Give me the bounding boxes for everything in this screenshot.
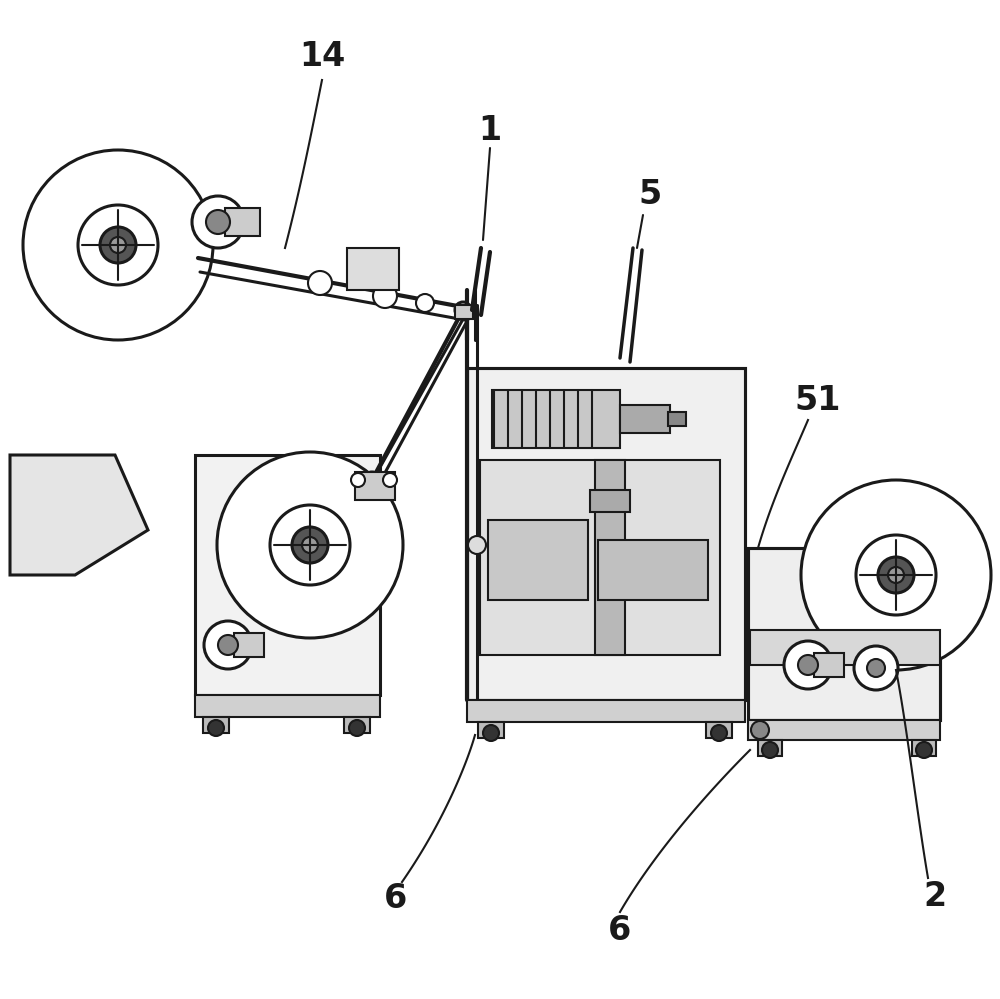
Circle shape bbox=[711, 725, 727, 741]
Bar bbox=[467, 368, 745, 700]
Circle shape bbox=[483, 725, 499, 741]
Bar bbox=[668, 412, 686, 426]
Circle shape bbox=[23, 150, 213, 340]
Circle shape bbox=[270, 505, 350, 585]
Circle shape bbox=[468, 536, 486, 554]
Text: 1: 1 bbox=[478, 114, 502, 147]
Circle shape bbox=[349, 720, 365, 736]
Circle shape bbox=[801, 480, 991, 670]
Circle shape bbox=[455, 302, 471, 318]
Bar bbox=[347, 248, 399, 290]
Bar bbox=[488, 520, 588, 600]
Bar bbox=[344, 717, 370, 733]
Bar bbox=[195, 695, 380, 717]
Bar bbox=[203, 717, 229, 733]
Bar bbox=[758, 740, 782, 756]
Text: 6: 6 bbox=[608, 913, 632, 946]
Polygon shape bbox=[10, 455, 148, 575]
Bar bbox=[467, 700, 745, 722]
Circle shape bbox=[218, 635, 238, 655]
Circle shape bbox=[798, 655, 818, 675]
Bar bbox=[467, 368, 745, 700]
Bar bbox=[590, 490, 630, 512]
Circle shape bbox=[110, 237, 126, 253]
Circle shape bbox=[192, 196, 244, 248]
Circle shape bbox=[856, 535, 936, 615]
Bar bbox=[595, 460, 625, 655]
Circle shape bbox=[308, 271, 332, 295]
Circle shape bbox=[78, 205, 158, 285]
Circle shape bbox=[878, 557, 914, 593]
Text: 51: 51 bbox=[795, 384, 841, 417]
Circle shape bbox=[867, 659, 885, 677]
Bar bbox=[620, 405, 670, 433]
Bar bbox=[706, 722, 732, 738]
Circle shape bbox=[100, 227, 136, 263]
Circle shape bbox=[762, 742, 778, 758]
Bar bbox=[478, 722, 504, 738]
Circle shape bbox=[854, 646, 898, 690]
Circle shape bbox=[416, 294, 434, 312]
Text: 6: 6 bbox=[383, 881, 407, 914]
Circle shape bbox=[351, 473, 365, 487]
Circle shape bbox=[206, 210, 230, 234]
Text: 2: 2 bbox=[923, 880, 947, 913]
Text: 5: 5 bbox=[638, 179, 662, 212]
Bar bbox=[598, 540, 708, 600]
Circle shape bbox=[784, 641, 832, 689]
Text: 14: 14 bbox=[299, 41, 345, 74]
Circle shape bbox=[916, 742, 932, 758]
Circle shape bbox=[383, 473, 397, 487]
Circle shape bbox=[292, 527, 328, 563]
Bar bbox=[195, 455, 380, 695]
Bar bbox=[748, 720, 940, 740]
Circle shape bbox=[204, 621, 252, 669]
Circle shape bbox=[208, 720, 224, 736]
Circle shape bbox=[888, 567, 904, 583]
Bar bbox=[748, 548, 940, 720]
Bar bbox=[234, 633, 264, 657]
Bar bbox=[814, 653, 844, 677]
Circle shape bbox=[302, 537, 318, 553]
Circle shape bbox=[373, 284, 397, 308]
Bar bbox=[225, 208, 260, 236]
Bar bbox=[912, 740, 936, 756]
Bar bbox=[455, 305, 473, 319]
Circle shape bbox=[364, 472, 380, 488]
Bar bbox=[748, 548, 940, 720]
Circle shape bbox=[217, 452, 403, 638]
Bar bbox=[492, 390, 620, 448]
Bar bbox=[355, 472, 395, 500]
Bar bbox=[750, 630, 940, 665]
Bar bbox=[480, 460, 720, 655]
Circle shape bbox=[751, 721, 769, 739]
